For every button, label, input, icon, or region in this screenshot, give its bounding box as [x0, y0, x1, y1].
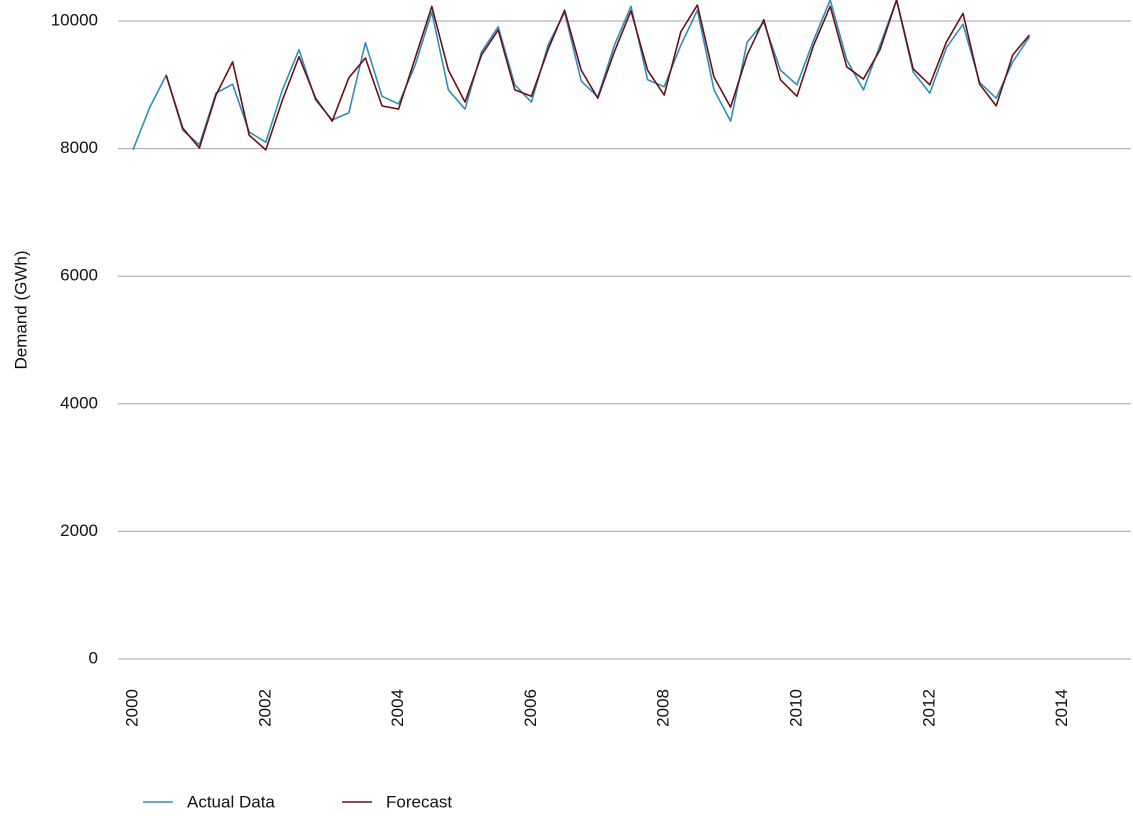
y-tick-label: 0: [89, 648, 98, 667]
y-tick-label: 2000: [60, 521, 98, 540]
y-axis-label: Demand (GWh): [11, 250, 30, 369]
data-line: [165, 0, 1031, 151]
y-tick-label: 4000: [60, 393, 98, 412]
y-tick-label: 6000: [60, 266, 98, 285]
x-tick-label: 2002: [255, 689, 274, 727]
y-tick-label: 8000: [60, 138, 98, 157]
x-tick-label: 2008: [654, 689, 673, 727]
x-tick-label: 2004: [388, 689, 407, 727]
x-tick-label: 2000: [122, 689, 141, 727]
x-tick-label: 2006: [521, 689, 540, 727]
y-tick-label: 10000: [51, 11, 98, 30]
legend-label: Actual Data: [187, 792, 275, 811]
x-tick-label: 2014: [1052, 689, 1071, 727]
x-tick-label: 2010: [786, 689, 805, 727]
x-tick-label: 2012: [919, 689, 938, 727]
data-line: [132, 0, 1031, 151]
legend-label: Forecast: [386, 792, 452, 811]
